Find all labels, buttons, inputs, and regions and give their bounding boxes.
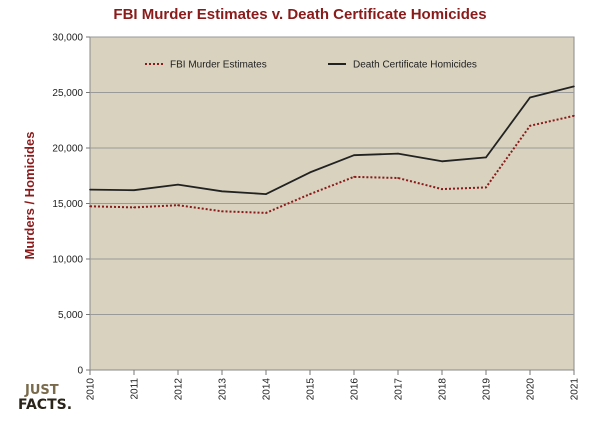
data-point	[573, 85, 575, 88]
data-point	[221, 210, 223, 213]
y-tick-labels: 0 5,000 10,000 15,000 20,000 25,000 30,000	[52, 33, 83, 377]
data-point	[265, 193, 267, 195]
data-point	[265, 212, 267, 214]
data-point	[309, 193, 311, 195]
data-point	[221, 190, 223, 193]
data-point	[353, 176, 355, 178]
series-line	[89, 85, 575, 196]
x-tick-label: 2017	[394, 378, 405, 401]
x-tick-label: 2012	[174, 378, 185, 401]
data-point	[573, 115, 575, 117]
just-facts-logo: JUST FACTS.	[18, 383, 72, 413]
y-tick-label: 25,000	[52, 88, 83, 99]
y-tick-label: 5,000	[58, 310, 83, 321]
y-tick-label: 20,000	[52, 144, 83, 155]
data-point	[89, 188, 91, 191]
data-point	[485, 156, 487, 159]
data-point	[397, 152, 399, 155]
data-point	[133, 189, 135, 191]
data-point	[133, 206, 135, 209]
legend-label: FBI Murder Estimates	[170, 60, 267, 71]
series-line	[89, 114, 575, 214]
x-tick-label: 2021	[570, 378, 581, 401]
data-point	[441, 188, 443, 190]
y-tick-label: 0	[77, 366, 83, 377]
data-point	[485, 186, 487, 189]
data-point	[529, 96, 531, 99]
x-tick-labels: 2010 2011 2012 2013 2014 2015 2016 2017 2018 2019…	[86, 378, 581, 401]
data-point	[177, 183, 179, 186]
data-point	[89, 205, 91, 208]
x-tick-label: 2018	[438, 378, 449, 401]
x-tick-label: 2013	[218, 378, 229, 401]
x-tick-label: 2014	[262, 378, 273, 401]
x-tick-label: 2011	[130, 378, 141, 400]
y-tick-label: 10,000	[52, 255, 83, 266]
logo-line-1: JUST	[25, 383, 59, 398]
data-point	[441, 160, 443, 163]
series-lines	[89, 85, 575, 214]
data-point	[177, 204, 179, 206]
legend-label: Death Certificate Homicides	[353, 60, 477, 71]
x-tick-label: 2020	[526, 378, 537, 401]
y-tick-label: 30,000	[52, 33, 83, 44]
data-point	[309, 171, 311, 174]
data-point	[529, 125, 531, 127]
x-tick-label: 2010	[86, 378, 97, 401]
data-point	[353, 154, 355, 157]
x-tick-label: 2015	[306, 378, 317, 401]
x-tick-label: 2019	[482, 378, 493, 401]
x-tick-label: 2016	[350, 378, 361, 401]
legend: FBI Murder Estimates Death Certificate Ho…	[145, 60, 477, 71]
chart-title: FBI Murder Estimates v. Death Certificat…	[113, 6, 487, 23]
logo-line-2: FACTS.	[18, 397, 73, 413]
data-point	[397, 177, 399, 179]
y-tick-label: 15,000	[52, 199, 83, 210]
